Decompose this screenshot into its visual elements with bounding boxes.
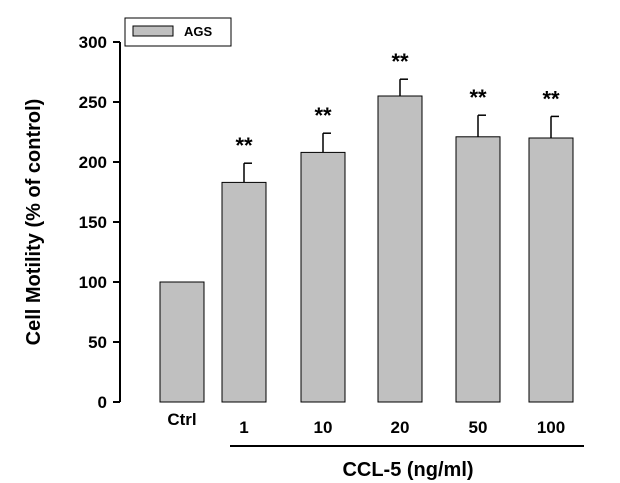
significance-label: ** <box>469 85 487 110</box>
significance-label: ** <box>542 86 560 111</box>
y-tick-label: 150 <box>79 213 107 232</box>
y-tick-label: 100 <box>79 273 107 292</box>
error-bars-group <box>243 78 559 183</box>
legend-swatch <box>132 25 174 37</box>
y-tick-label: 0 <box>98 393 107 412</box>
legend: AGS <box>124 17 232 47</box>
x-tick-label: 100 <box>537 418 565 437</box>
x-tick-label: Ctrl <box>167 410 196 429</box>
y-tick-label: 50 <box>88 333 107 352</box>
x-tick-label: 10 <box>314 418 333 437</box>
significance-label: ** <box>314 103 332 128</box>
y-tick-label: 200 <box>79 153 107 172</box>
x-tick-label: 20 <box>391 418 410 437</box>
bars-group <box>159 95 574 403</box>
bar <box>159 281 205 403</box>
axes-group: 0 50 100 150 200 250 300 <box>79 33 121 412</box>
bar <box>455 136 501 403</box>
x-tick-label: 1 <box>239 418 248 437</box>
y-tick-label: 250 <box>79 93 107 112</box>
bar <box>377 95 423 403</box>
legend-label: AGS <box>184 24 213 39</box>
x-tick-label: 50 <box>469 418 488 437</box>
y-axis-title: Cell Motility (% of control) <box>23 99 45 346</box>
bar <box>528 137 574 403</box>
significance-label: ** <box>235 133 253 158</box>
bar <box>300 151 346 403</box>
bar <box>221 181 267 403</box>
labels-group: Ctrl ** 1 ** 10 ** 20 ** 50 ** 100 <box>167 49 565 437</box>
y-tick-label: 300 <box>79 33 107 52</box>
x-axis-title: CCL-5 (ng/ml) <box>342 459 473 481</box>
significance-label: ** <box>391 49 409 74</box>
